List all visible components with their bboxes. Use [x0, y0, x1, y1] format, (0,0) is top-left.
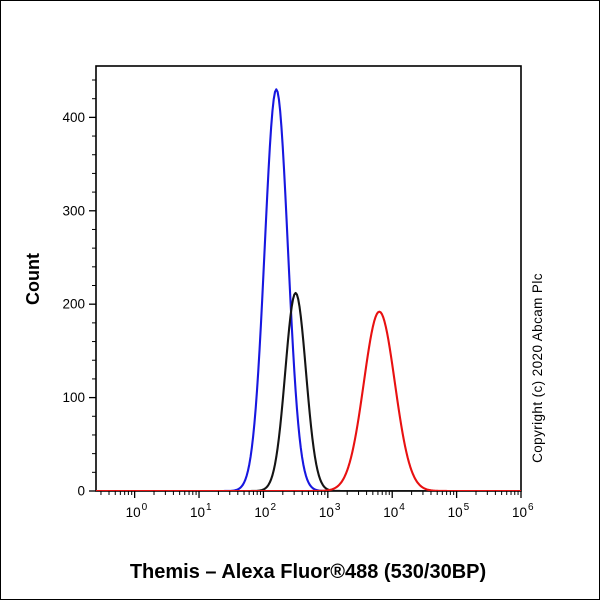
y-tick-label: 200 — [62, 297, 85, 312]
y-tick-label: 300 — [62, 203, 85, 218]
x-minor-ticks — [100, 491, 519, 495]
x-major-ticks: 100 101 102 103 104 105 106 — [126, 491, 534, 520]
copyright-text: Copyright (c) 2020 Abcam Plc — [530, 273, 545, 463]
plot-area: 100 101 102 103 104 105 106 0 100 200 300 400 — [62, 65, 534, 520]
x-tick-label: 103 — [319, 502, 341, 520]
x-tick-label: 102 — [254, 502, 276, 520]
series-blue-curve — [96, 88, 521, 491]
series-black-curve — [96, 291, 521, 491]
plot-border — [95, 65, 522, 492]
chart-title: Themis – Alexa Fluor®488 (530/30BP) — [130, 561, 486, 583]
y-tick-label: 100 — [62, 390, 85, 405]
y-minor-ticks — [92, 79, 96, 473]
y-major-ticks: 0 100 200 300 400 — [62, 110, 96, 499]
x-tick-label: 106 — [512, 502, 534, 520]
y-tick-label: 400 — [62, 110, 85, 125]
x-tick-label: 104 — [383, 502, 405, 520]
x-tick-label: 101 — [190, 502, 212, 520]
x-tick-label: 105 — [448, 502, 470, 520]
y-tick-label: 0 — [77, 484, 85, 499]
x-tick-label: 100 — [126, 502, 148, 520]
y-axis-label: Count — [23, 253, 43, 305]
